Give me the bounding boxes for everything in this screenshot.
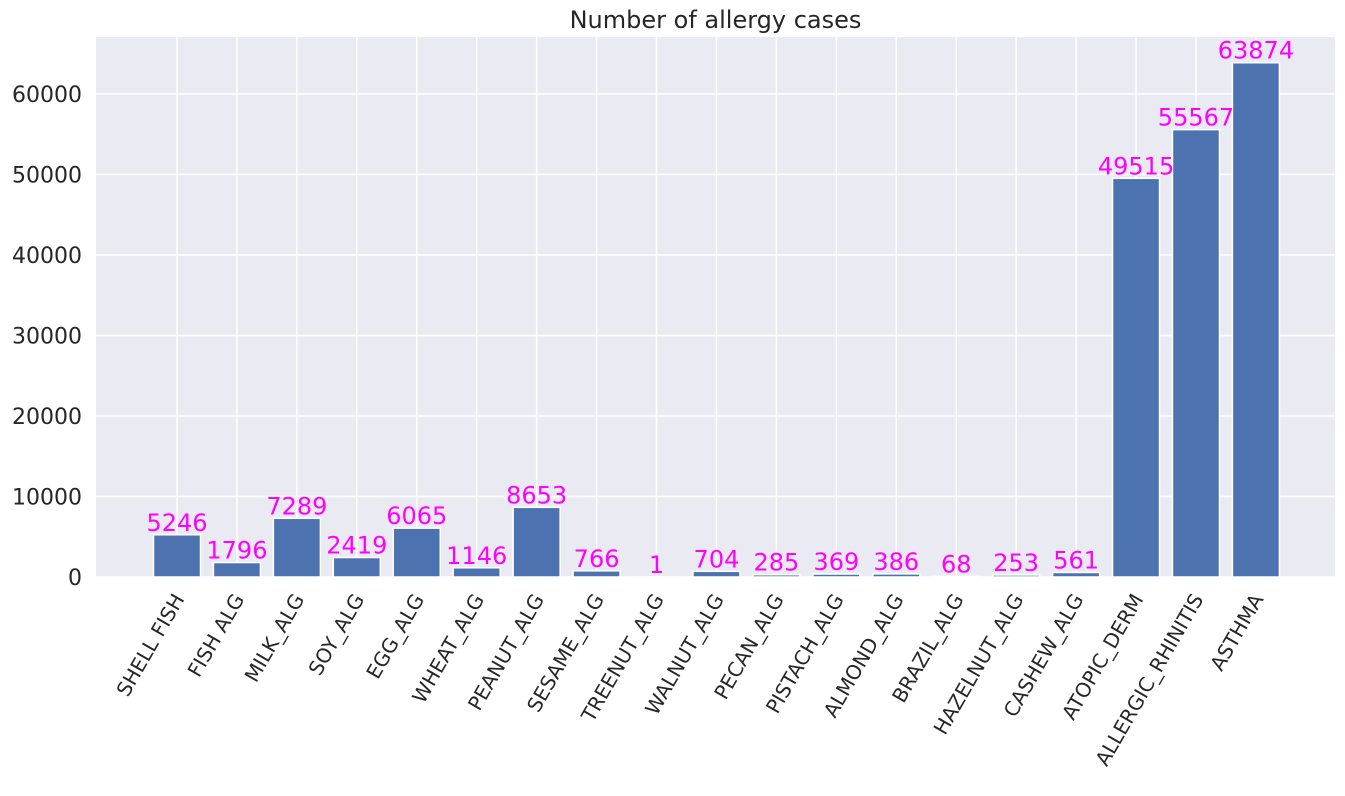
bar-shell-fish [152, 534, 202, 578]
bar-pecan-alg [752, 573, 801, 578]
x-tick-label: ASTHMA [1205, 589, 1268, 675]
data-label: 386 [873, 548, 919, 576]
y-tick-label: 30000 [12, 324, 82, 349]
data-label: 68 [941, 550, 972, 578]
data-label: 1796 [206, 537, 267, 565]
bar-wheat-alg [452, 567, 501, 578]
x-tick-label: ALLERGIC_RHINITIS [1090, 590, 1208, 770]
data-label: 6065 [386, 502, 447, 530]
x-tick-label: SOY_ALG [303, 590, 369, 680]
bars [152, 61, 1281, 578]
bar-atopic-derm [1111, 177, 1161, 578]
x-tick-label: SHELL FISH [111, 590, 189, 701]
y-tick-label: 40000 [12, 244, 82, 269]
bar-milk-alg [272, 517, 322, 578]
chart-title: Number of allergy cases [570, 6, 862, 34]
data-label: 253 [993, 549, 1039, 577]
data-label: 561 [1053, 546, 1099, 574]
data-label: 2419 [326, 532, 387, 560]
bar-peanut-alg [512, 506, 561, 578]
data-label: 8653 [506, 481, 567, 509]
bar-pistach-alg [812, 573, 861, 578]
x-tick-label: FISH ALG [183, 590, 250, 682]
bar-cashew-alg [1051, 571, 1101, 578]
x-tick-label: MILK_ALG [240, 590, 310, 687]
bar-almond-alg [872, 573, 921, 578]
data-label: 5246 [146, 509, 207, 537]
data-label: 704 [694, 545, 740, 573]
data-label: 766 [574, 545, 620, 573]
data-label: 55567 [1158, 104, 1234, 132]
bar-brazil-alg [931, 575, 981, 578]
data-label: 285 [753, 549, 799, 577]
bar-sesame-alg [572, 570, 621, 578]
y-tick-label: 60000 [12, 83, 82, 108]
y-tick-label: 0 [68, 566, 82, 591]
bar-egg-alg [392, 527, 442, 578]
y-tick-label: 20000 [12, 405, 82, 430]
y-tick-label: 10000 [12, 485, 82, 510]
bar-hazelnut-alg [991, 574, 1041, 578]
y-tick-label: 50000 [12, 163, 82, 188]
data-label: 49515 [1098, 152, 1174, 180]
data-label: 1146 [446, 542, 507, 570]
data-label: 7289 [266, 492, 327, 520]
bar-soy-alg [332, 556, 382, 578]
x-tick-label: EGG_ALG [361, 590, 429, 683]
y-axis-ticks: 0 10000 20000 30000 40000 50000 60000 [12, 83, 82, 591]
data-label: 369 [813, 548, 859, 576]
data-label: 63874 [1218, 37, 1294, 65]
bar-walnut-alg [692, 570, 741, 578]
data-label: 1 [649, 551, 664, 579]
bar-fish-alg [212, 561, 262, 578]
bar-allergic-rhinitis [1171, 128, 1221, 578]
bar-asthma [1231, 61, 1281, 578]
